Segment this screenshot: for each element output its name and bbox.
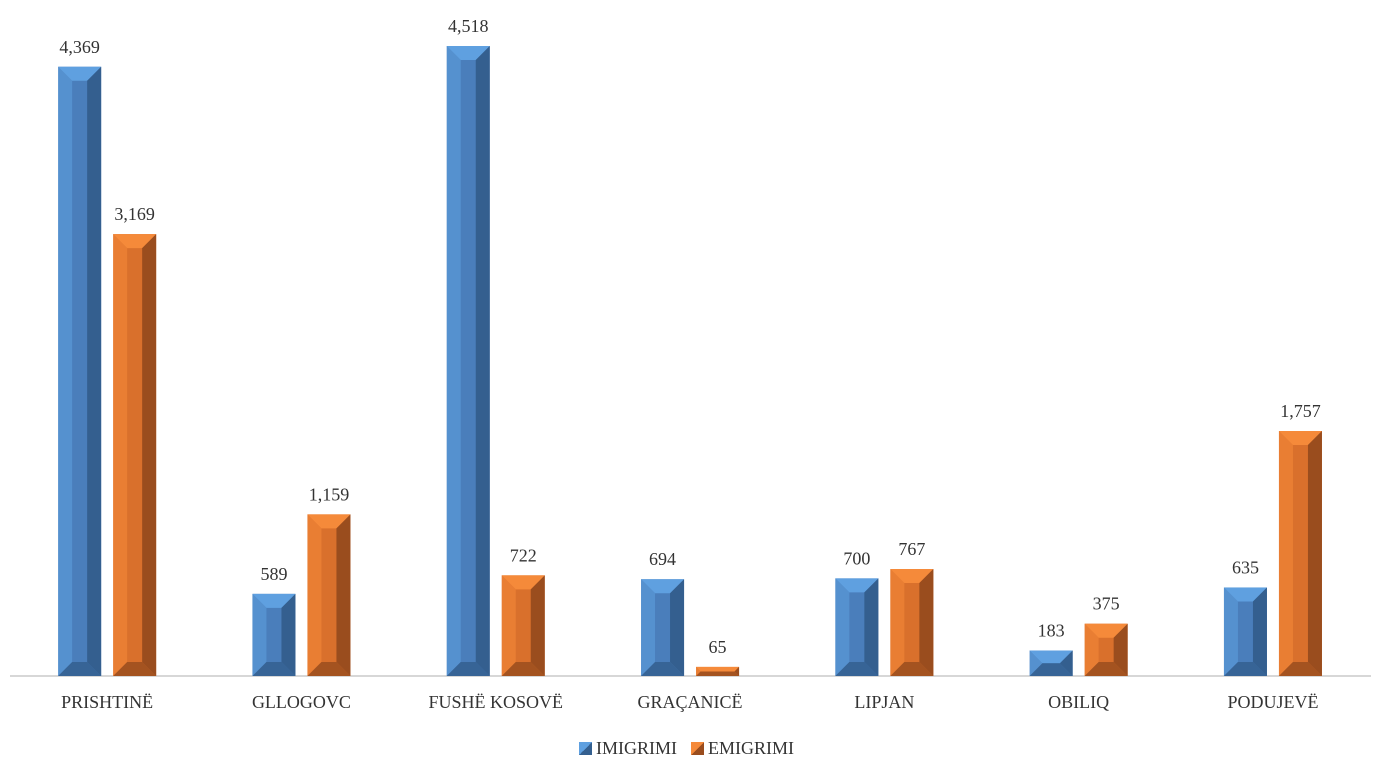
legend-item-imigrimi: IMIGRIMI [579, 738, 677, 759]
category-label-6: PODUJEVË [1227, 692, 1318, 712]
data-label-emigrimi-4: 767 [898, 539, 925, 559]
bar-imigrimi-6 [1223, 587, 1267, 676]
data-label-imigrimi-4: 700 [843, 548, 870, 568]
bar-emigrimi-2 [501, 575, 545, 676]
category-label-3: GRAÇANICË [638, 692, 743, 712]
bar-imigrimi-0 [58, 66, 102, 676]
bar-emigrimi-3 [696, 666, 740, 676]
data-label-imigrimi-3: 694 [649, 549, 676, 569]
category-label-5: OBILIQ [1048, 692, 1109, 712]
bar-imigrimi-5 [1029, 650, 1073, 676]
legend-item-emigrimi: EMIGRIMI [691, 738, 794, 759]
data-label-emigrimi-5: 375 [1093, 594, 1120, 614]
data-label-imigrimi-2: 4,518 [448, 16, 489, 36]
bar-imigrimi-1 [252, 593, 296, 676]
data-label-imigrimi-6: 635 [1232, 557, 1259, 577]
category-label-4: LIPJAN [854, 692, 914, 712]
bar-emigrimi-4 [890, 569, 934, 676]
data-label-emigrimi-1: 1,159 [309, 484, 350, 504]
category-label-1: GLLOGOVC [252, 692, 351, 712]
data-label-emigrimi-2: 722 [510, 545, 537, 565]
data-label-imigrimi-1: 589 [260, 564, 287, 584]
bar-emigrimi-0 [113, 234, 157, 676]
bar-imigrimi-2 [446, 46, 490, 676]
legend-label-emigrimi: EMIGRIMI [708, 738, 794, 758]
data-label-emigrimi-6: 1,757 [1280, 401, 1321, 421]
bar-imigrimi-3 [641, 579, 685, 676]
category-label-2: FUSHË KOSOVË [428, 692, 563, 712]
legend-swatch-emigrimi [691, 742, 704, 755]
bar-emigrimi-1 [307, 514, 351, 676]
data-label-imigrimi-5: 183 [1038, 620, 1065, 640]
legend-label-imigrimi: IMIGRIMI [596, 738, 677, 758]
bar-emigrimi-6 [1278, 431, 1322, 676]
data-label-imigrimi-0: 4,369 [59, 37, 100, 57]
legend: IMIGRIMI EMIGRIMI [0, 738, 1373, 759]
category-label-0: PRISHTINË [61, 692, 153, 712]
data-label-emigrimi-3: 65 [709, 637, 727, 657]
bar-emigrimi-5 [1084, 623, 1128, 676]
data-label-emigrimi-0: 3,169 [114, 204, 155, 224]
legend-swatch-imigrimi [579, 742, 592, 755]
bar-imigrimi-4 [835, 578, 879, 676]
